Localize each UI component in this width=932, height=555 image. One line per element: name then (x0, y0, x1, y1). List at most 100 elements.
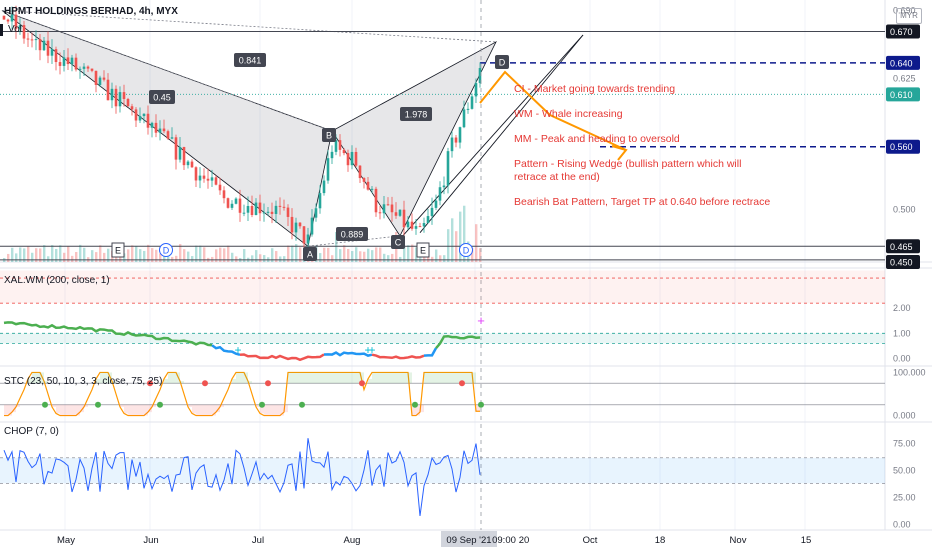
stc-signal-dot (95, 401, 101, 408)
time-tick: Jun (143, 535, 158, 546)
volume-marker (0, 24, 3, 36)
candle-body (110, 88, 114, 101)
stc-fill-down (268, 404, 272, 416)
volume-bar (11, 247, 14, 262)
ratio-bcd: 1.978 (400, 107, 432, 121)
stc-fill-down (140, 404, 144, 416)
candle-body (166, 131, 170, 139)
price-label-bg (886, 139, 920, 154)
candle-body (418, 226, 422, 228)
candle-body (214, 177, 218, 185)
volume-bar (39, 248, 42, 262)
candle-body (226, 198, 230, 208)
candle-body (306, 234, 310, 244)
cursor-date-text: 09 Sep '21 (446, 535, 491, 546)
candle-body (382, 204, 386, 214)
candle-body (294, 222, 298, 233)
stc-fill-down (12, 404, 16, 413)
candle-body (270, 211, 274, 214)
candle-body (458, 127, 462, 143)
stc-fill-up (312, 372, 316, 384)
stc-fill-up (352, 372, 356, 384)
volume-bar (199, 245, 202, 262)
stc-fill-up (448, 372, 452, 384)
candle-body (254, 202, 258, 215)
stc-line (4, 371, 480, 417)
volume-bar (235, 256, 238, 262)
pattern-point-d: D (495, 55, 509, 69)
stc-fill-up (344, 372, 348, 384)
stc-tick: 0.000 (893, 411, 916, 421)
pattern-point-b-bg (322, 128, 336, 142)
volume-bar (27, 246, 30, 262)
candle-body (46, 40, 50, 56)
candle-body (74, 57, 78, 70)
volume-bar (167, 256, 170, 262)
wm-indicator-title[interactable]: XAL.WM (200, close, 1) (4, 275, 110, 286)
volume-bar (275, 251, 278, 262)
wm-line-green-2 (435, 334, 481, 349)
candle-body (406, 221, 410, 228)
price-label-0610: 0.610 (886, 87, 920, 102)
dividend-marker-1-text: D (163, 246, 170, 256)
stc-fill-down (124, 404, 128, 414)
stc-fill-up (316, 372, 320, 384)
stc-fill-up (340, 372, 344, 384)
candle-body (434, 200, 438, 208)
chop-indicator-title[interactable]: CHOP (7, 0) (4, 426, 59, 437)
dividend-marker-1-bg (159, 243, 173, 257)
candle-body (90, 68, 94, 71)
stc-fill-down (4, 404, 8, 416)
price-label-0465: 0.465 (886, 239, 920, 254)
candle-body (94, 70, 98, 85)
price-tick: 0.625 (893, 74, 916, 84)
candle-body (134, 109, 138, 121)
annotation-pattern-cont: retrace at the end) (514, 171, 600, 183)
wm-line-blue-3 (423, 347, 438, 357)
candle-body (390, 204, 394, 213)
volume-bar (295, 244, 298, 262)
earnings-marker-1-bg (111, 242, 125, 258)
pattern-point-a: A (303, 247, 317, 261)
volume-bar (447, 229, 450, 262)
candle-body (170, 137, 174, 139)
volume-bar (31, 252, 34, 262)
candle-body (98, 77, 102, 85)
annotation-wm: WM - Whale increasing (514, 108, 623, 120)
volume-bar (143, 250, 146, 262)
currency-badge[interactable]: MYR (896, 8, 922, 24)
candle-body (138, 116, 142, 121)
stc-indicator-title[interactable]: STC (23, 50, 10, 3, 3, close, 75, 25) (4, 376, 163, 387)
candle-body (258, 202, 262, 214)
stc-fill-up (232, 378, 236, 384)
candle-body (26, 38, 30, 40)
pattern-point-b-text: B (326, 131, 332, 141)
stc-fill-down (60, 404, 64, 416)
candle-body (442, 185, 446, 188)
stc-fill-down (136, 404, 140, 416)
volume-bar (347, 248, 350, 262)
candle-body (202, 175, 206, 179)
cursor-date-label: 09 Sep '21 (441, 531, 497, 547)
stc-fill-down (152, 404, 156, 407)
volume-label[interactable]: Vol (8, 24, 22, 35)
stc-fill-up (372, 372, 376, 384)
pattern-point-c-bg (391, 235, 405, 249)
candle-body (250, 206, 254, 215)
stc-fill-up (444, 372, 448, 384)
candle-body (450, 137, 454, 152)
candle-body (262, 212, 266, 214)
volume-bar (203, 247, 206, 262)
annotation-ci: CI - Market going towards trending (514, 83, 676, 95)
price-tick: 0.690 (893, 5, 916, 15)
stc-fill-down (260, 404, 264, 414)
price-label-0640: 0.640 (886, 55, 920, 70)
stc-fill-down (148, 404, 152, 413)
candle-body (322, 180, 326, 194)
time-tick: 15 (801, 535, 812, 546)
stc-fill-up (388, 372, 392, 384)
volume-bar (139, 249, 142, 262)
candle-body (282, 206, 286, 208)
chop-tick: 0.00 (893, 520, 911, 530)
